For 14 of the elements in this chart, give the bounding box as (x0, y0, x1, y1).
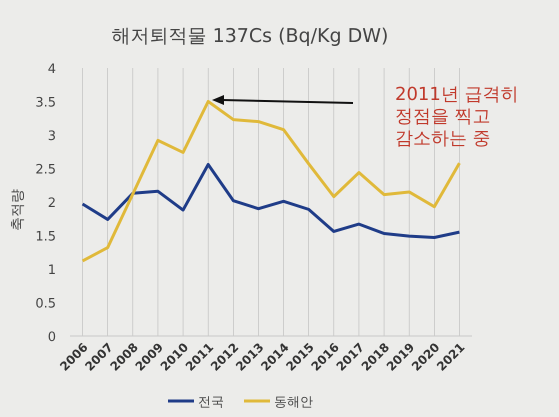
y-tick-label: 1.5 (35, 230, 56, 244)
chart-title: 해저퇴적물 137Cs (Bq/Kg DW) (112, 25, 388, 47)
y-tick-label: 0 (48, 330, 56, 345)
y-tick-label: 2 (48, 196, 56, 211)
annotation: 2011년 급격히 정점을 찍고 감소하는 중 (395, 84, 519, 149)
legend-label: 동해안 (274, 395, 313, 410)
y-tick-label: 3.5 (35, 96, 56, 110)
y-tick-label: 4 (48, 62, 56, 77)
y-tick-label: 1 (48, 263, 56, 278)
y-tick-label: 2.5 (35, 162, 56, 178)
legend-label: 전국 (198, 395, 224, 410)
y-axis-title: 축적량 (10, 189, 26, 231)
y-tick-label: 0.5 (35, 296, 56, 312)
y-tick-label: 3 (48, 129, 56, 144)
